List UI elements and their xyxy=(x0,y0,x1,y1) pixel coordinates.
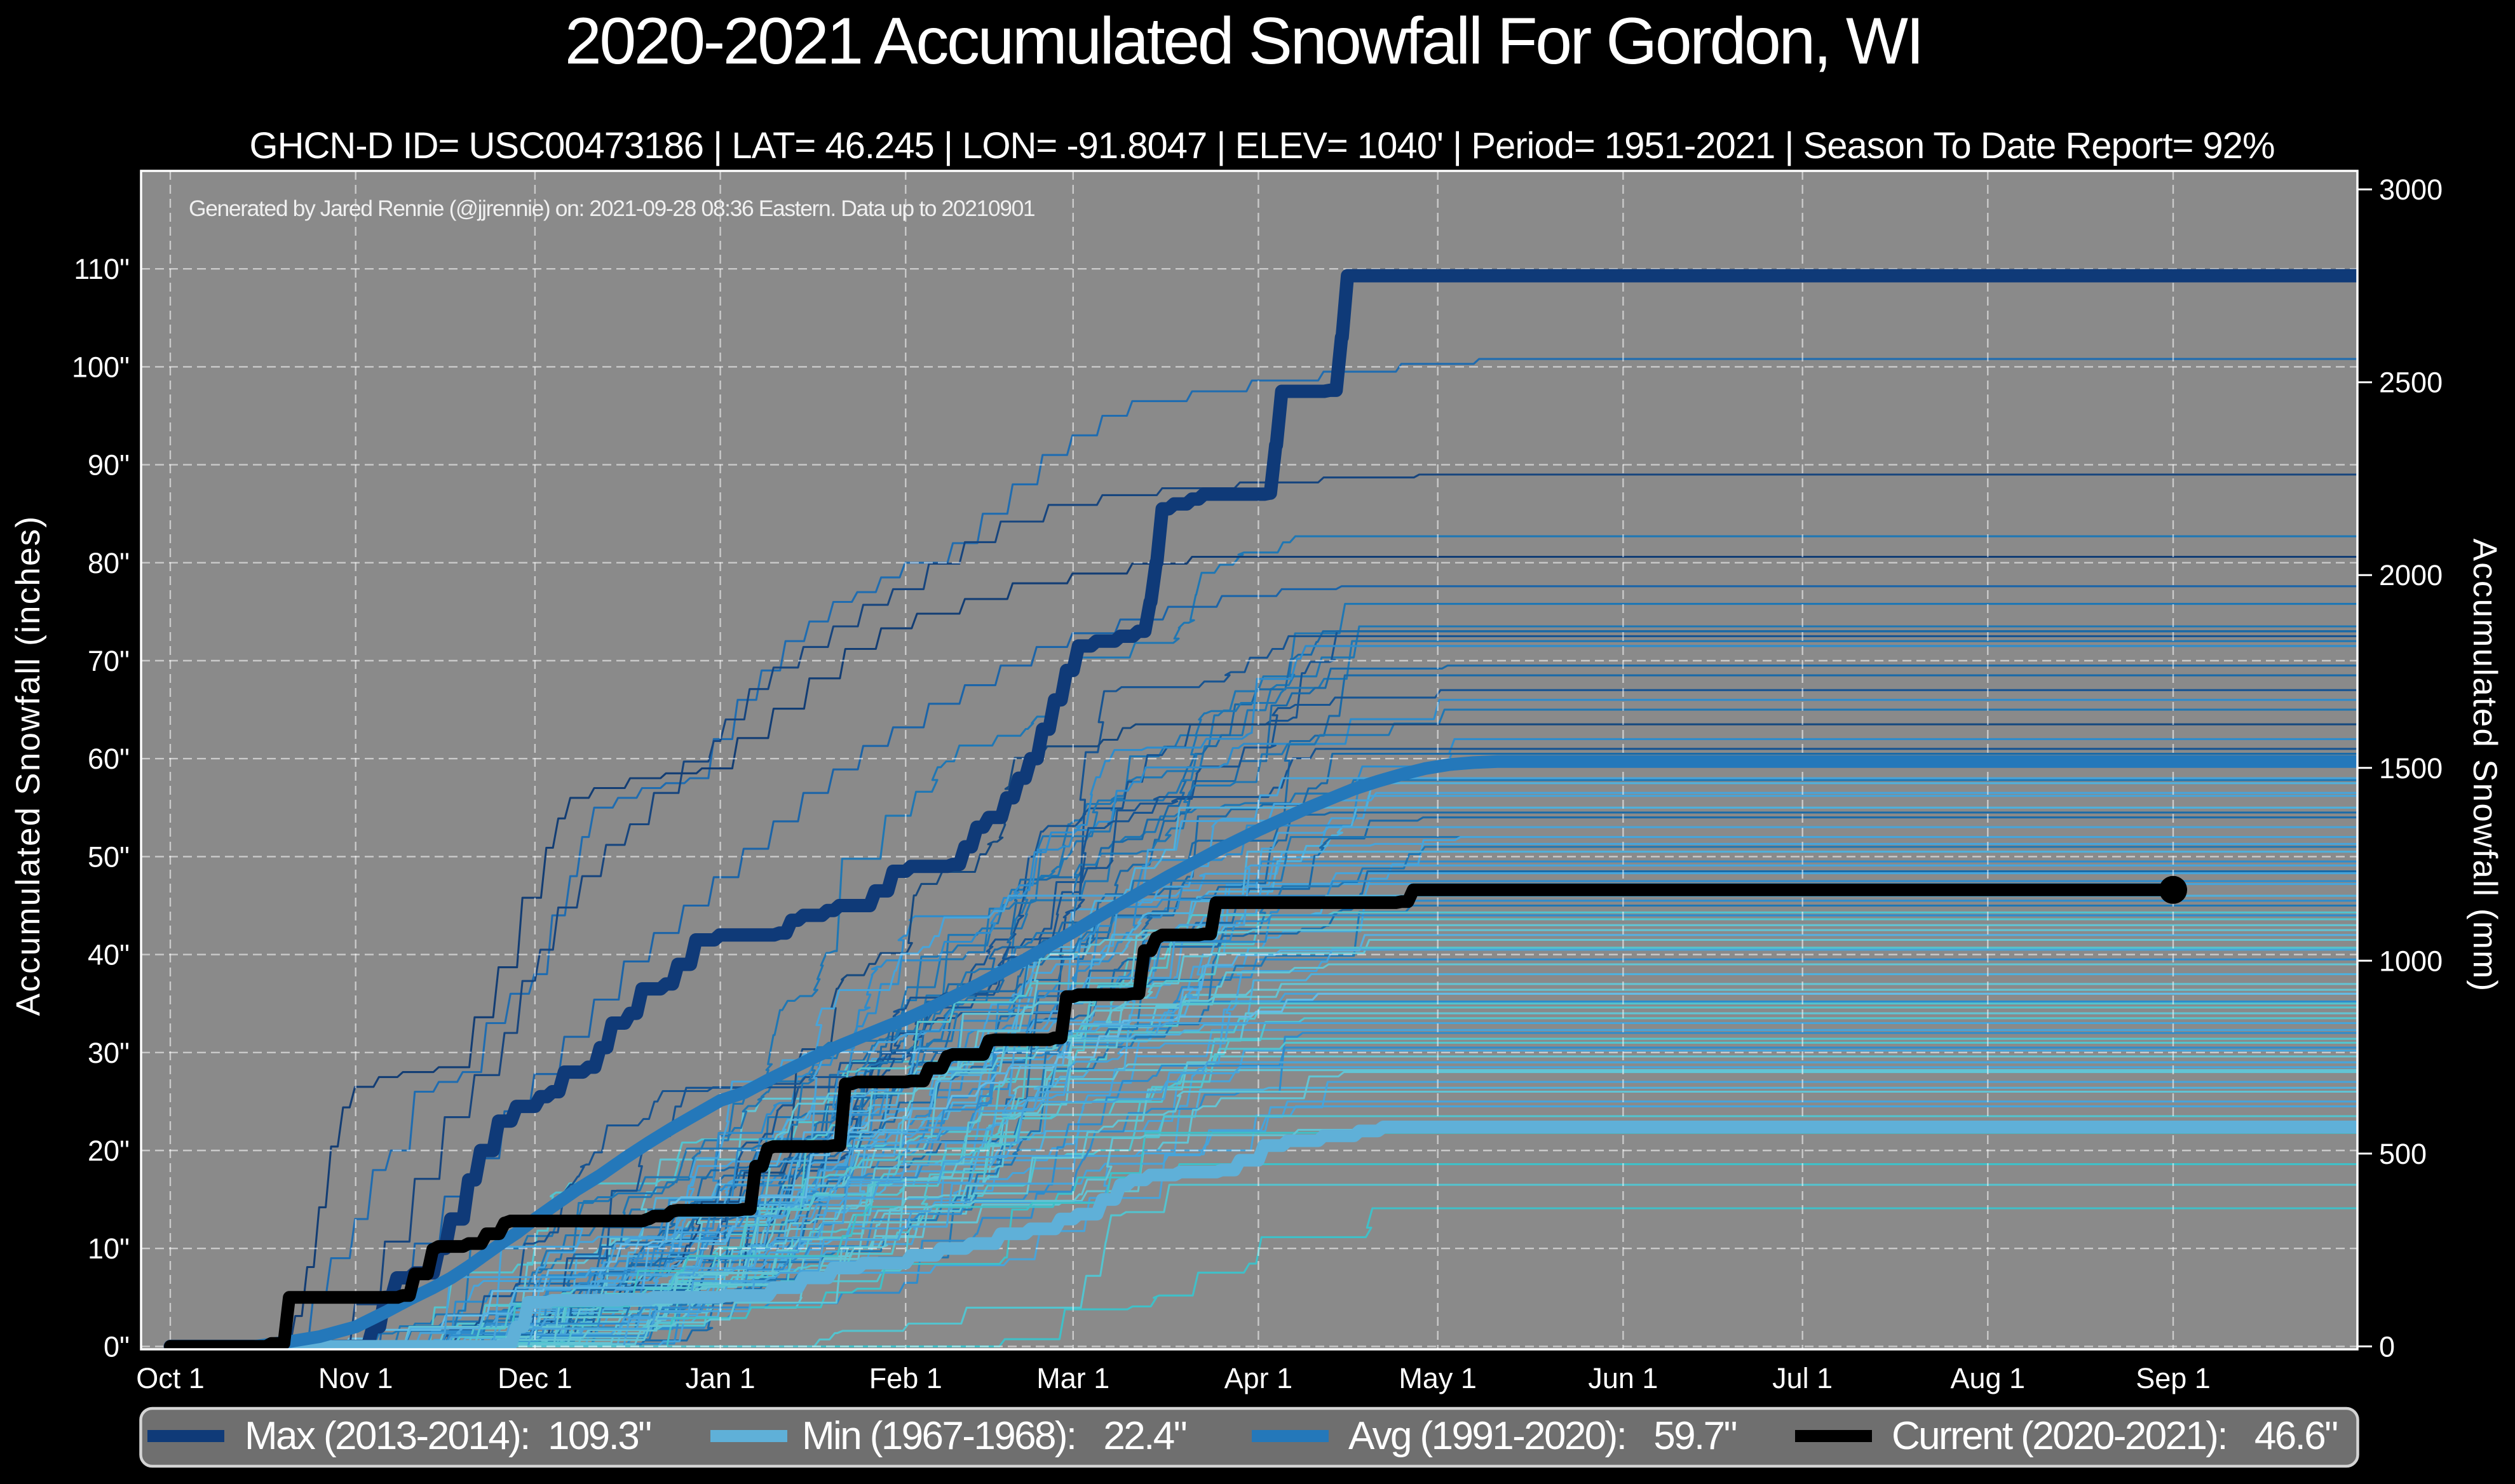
svg-text:100": 100" xyxy=(72,351,130,383)
svg-text:20": 20" xyxy=(88,1135,130,1167)
svg-text:1500: 1500 xyxy=(2379,752,2443,785)
svg-text:Min (1967-1968): 22.4": Min (1967-1968): 22.4" xyxy=(802,1414,1186,1458)
svg-text:Jun 1: Jun 1 xyxy=(1588,1362,1658,1394)
svg-text:Dec 1: Dec 1 xyxy=(498,1362,573,1394)
svg-text:10": 10" xyxy=(88,1232,130,1265)
svg-text:Feb 1: Feb 1 xyxy=(869,1362,942,1394)
svg-text:Sep 1: Sep 1 xyxy=(2136,1362,2211,1394)
svg-text:3000: 3000 xyxy=(2379,173,2443,206)
svg-text:GHCN-D ID= USC00473186 | LAT=: GHCN-D ID= USC00473186 | LAT= 46.245 | L… xyxy=(249,125,2274,166)
svg-text:Apr 1: Apr 1 xyxy=(1224,1362,1293,1394)
svg-text:Oct 1: Oct 1 xyxy=(136,1362,205,1394)
svg-text:Generated by Jared Rennie (@jj: Generated by Jared Rennie (@jjrennie) on… xyxy=(189,196,1035,221)
svg-text:Aug 1: Aug 1 xyxy=(1950,1362,2025,1394)
svg-text:Nov 1: Nov 1 xyxy=(318,1362,393,1394)
svg-text:Avg (1991-2020): 59.7": Avg (1991-2020): 59.7" xyxy=(1348,1414,1737,1458)
svg-text:70": 70" xyxy=(88,645,130,677)
svg-text:Mar 1: Mar 1 xyxy=(1036,1362,1109,1394)
svg-text:Jan 1: Jan 1 xyxy=(686,1362,756,1394)
svg-text:500: 500 xyxy=(2379,1138,2427,1170)
svg-text:40": 40" xyxy=(88,939,130,971)
svg-text:Current (2020-2021): 46.6": Current (2020-2021): 46.6" xyxy=(1892,1414,2337,1458)
svg-text:30": 30" xyxy=(88,1037,130,1069)
svg-text:110": 110" xyxy=(74,253,130,285)
svg-text:Accumulated Snowfall (mm): Accumulated Snowfall (mm) xyxy=(2466,539,2504,993)
svg-text:80": 80" xyxy=(88,547,130,579)
svg-text:2020-2021 Accumulated Snowfall: 2020-2021 Accumulated Snowfall For Gordo… xyxy=(565,4,1922,78)
svg-text:May 1: May 1 xyxy=(1399,1362,1477,1394)
svg-text:1000: 1000 xyxy=(2379,945,2443,977)
svg-text:60": 60" xyxy=(88,743,130,775)
svg-text:Jul 1: Jul 1 xyxy=(1772,1362,1833,1394)
svg-text:50": 50" xyxy=(88,840,130,873)
svg-text:90": 90" xyxy=(88,449,130,482)
svg-text:0": 0" xyxy=(104,1330,130,1363)
svg-text:2000: 2000 xyxy=(2379,559,2443,591)
svg-text:Accumulated Snowfall (inches): Accumulated Snowfall (inches) xyxy=(10,515,47,1016)
svg-text:0: 0 xyxy=(2379,1330,2395,1363)
svg-text:2500: 2500 xyxy=(2379,367,2443,399)
svg-text:Max (2013-2014): 109.3": Max (2013-2014): 109.3" xyxy=(245,1414,651,1458)
